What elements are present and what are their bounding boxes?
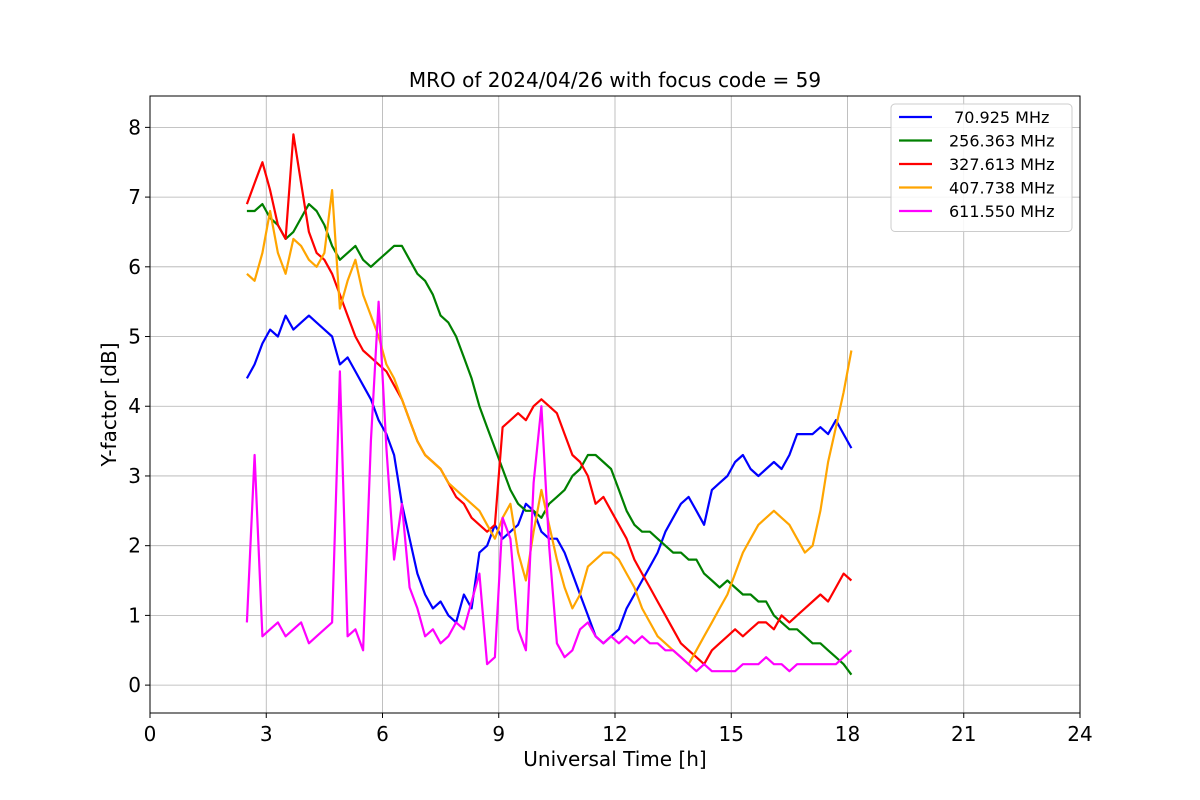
y-tick-label: 5 [128, 325, 141, 349]
legend-label: 327.613 MHz [949, 155, 1054, 174]
x-tick-label: 15 [719, 722, 744, 746]
series-line-4 [246, 189, 853, 666]
y-tick-label: 6 [128, 255, 141, 279]
series-line-3 [245, 133, 853, 666]
x-tick-label: 21 [951, 722, 976, 746]
series-line-5 [245, 300, 853, 673]
chart-title: MRO of 2024/04/26 with focus code = 59 [409, 68, 821, 92]
y-tick-label: 8 [128, 115, 141, 139]
series-lines [245, 133, 853, 676]
x-tick-label: 12 [602, 722, 627, 746]
x-tick-label: 24 [1067, 722, 1092, 746]
legend-label: 256.363 MHz [949, 132, 1054, 151]
legend-label: 611.550 MHz [949, 202, 1054, 221]
y-tick-label: 1 [128, 603, 141, 627]
y-tick-label: 2 [128, 534, 141, 558]
y-tick-label: 3 [128, 464, 141, 488]
x-axis-label: Universal Time [h] [523, 747, 706, 771]
y-tick-label: 7 [128, 185, 141, 209]
x-tick-label: 18 [835, 722, 860, 746]
grid [150, 96, 1080, 713]
y-tick-label: 4 [128, 394, 141, 418]
x-tick-label: 3 [260, 722, 273, 746]
y-tick-label: 0 [128, 673, 141, 697]
x-tick-label: 6 [376, 722, 389, 746]
legend: 70.925 MHz 256.363 MHz 327.613 MHz 407.738 … [890, 103, 1073, 232]
legend-label: 407.738 MHz [949, 179, 1054, 198]
x-tick-label: 9 [492, 722, 505, 746]
y-axis-label: Y-factor [dB] [97, 342, 121, 467]
x-tick-label: 0 [144, 722, 157, 746]
legend-label: 70.925 MHz [949, 108, 1049, 127]
legend-box [890, 103, 1073, 232]
series-line-2 [246, 203, 853, 676]
